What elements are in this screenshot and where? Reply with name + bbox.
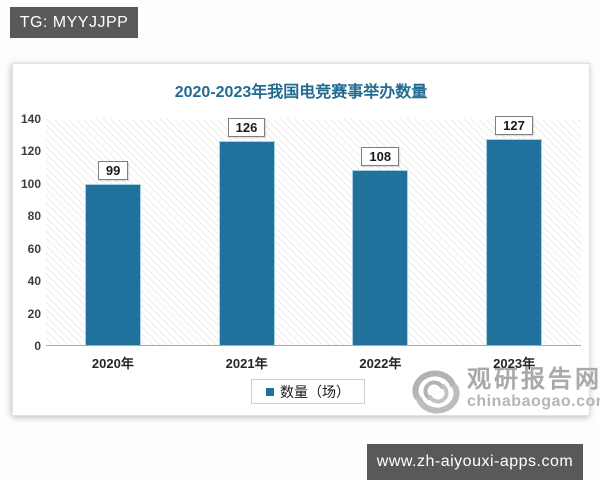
y-tick-label: 80 xyxy=(27,209,41,224)
x-axis-label: 2020年 xyxy=(91,356,134,371)
y-tick-label: 60 xyxy=(27,241,41,256)
legend: 数量（场） xyxy=(251,379,365,404)
bar-value-label: 99 xyxy=(97,161,129,180)
watermark-domain: chinabaogao.com xyxy=(467,393,600,410)
y-tick-label: 0 xyxy=(34,339,41,353)
bar-2021年 xyxy=(218,141,275,345)
chart-title: 2020-2023年我国电竞赛事举办数量 xyxy=(174,84,428,101)
legend-label: 数量（场） xyxy=(280,383,350,400)
bottom-url-badge: www.zh-aiyouxi-apps.com xyxy=(367,444,583,480)
watermark: 观研报告网 chinabaogao.com xyxy=(409,367,600,415)
legend-marker-icon xyxy=(266,387,274,396)
watermark-text: 观研报告网 chinabaogao.com xyxy=(467,366,600,411)
bar-2020年 xyxy=(84,184,141,345)
y-tick-label: 20 xyxy=(27,306,41,321)
y-tick-label: 100 xyxy=(20,176,41,191)
bar-value-label: 108 xyxy=(361,147,400,166)
x-axis-label: 2023年 xyxy=(493,356,536,371)
bar-2022年 xyxy=(352,170,409,345)
x-axis-label: 2022年 xyxy=(359,356,402,371)
bar-value-label: 126 xyxy=(227,118,266,137)
y-tick-label: 40 xyxy=(27,274,41,289)
plot-area: 99 126 108 127 xyxy=(46,116,581,346)
y-tick-label: 120 xyxy=(20,144,41,159)
watermark-site-name: 观研报告网 xyxy=(467,366,600,393)
x-axis-label: 2021年 xyxy=(225,356,268,371)
watermark-logo-icon xyxy=(412,370,460,414)
bar-2023年 xyxy=(486,139,543,345)
y-tick-label: 140 xyxy=(20,112,41,126)
bar-value-label: 127 xyxy=(495,116,533,135)
top-site-badge: TG: MYYJJPP xyxy=(10,7,138,38)
chart-card: 2020-2023年我国电竞赛事举办数量 99 126 108 127 0 20 40 60… xyxy=(12,63,600,416)
